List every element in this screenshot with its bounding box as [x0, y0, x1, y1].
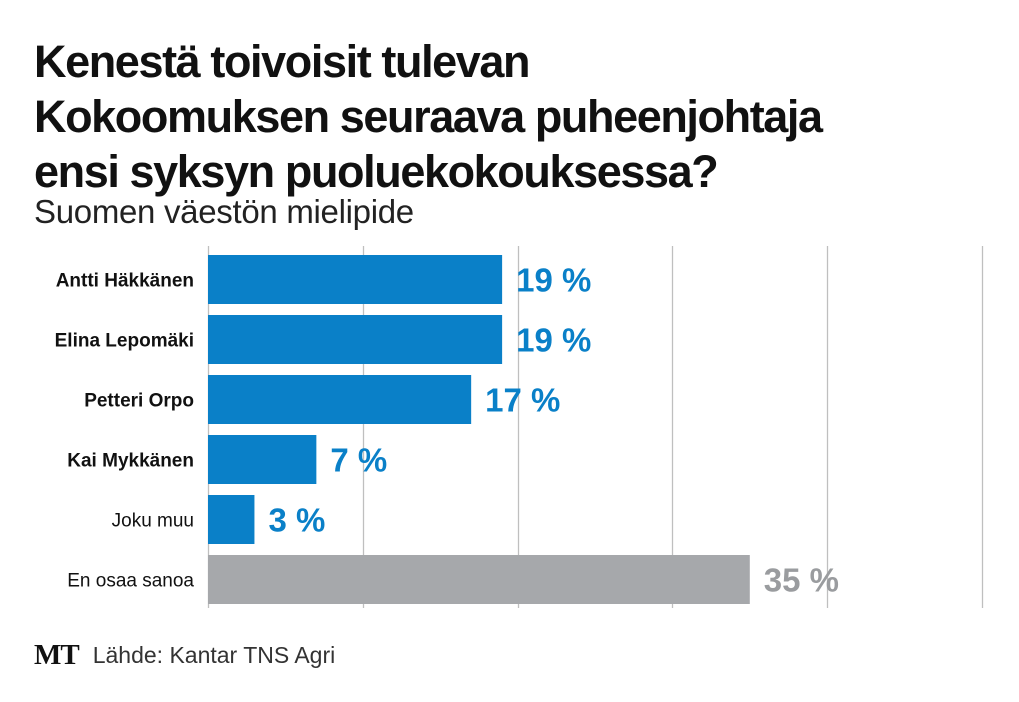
bar-0 — [208, 255, 503, 304]
footer: MT Lähde: Kantar TNS Agri — [34, 637, 335, 673]
title-line-2: Kokoomuksen seuraava puheenjohtaja — [34, 91, 823, 142]
value-label-4: 3 % — [268, 502, 325, 539]
chart-subtitle: Suomen väestön mielipide — [34, 193, 414, 230]
bar-5 — [208, 555, 750, 604]
value-label-0: 19 % — [516, 262, 591, 299]
category-label-0: Antti Häkkänen — [56, 271, 194, 292]
value-label-2: 17 % — [485, 382, 560, 419]
value-label-3: 7 % — [330, 442, 387, 479]
bar-2 — [208, 375, 472, 424]
bar-chart: Antti Häkkänen 19 % Elina Lepomäki 19 % Pett… — [55, 246, 984, 608]
value-label-1: 19 % — [516, 322, 591, 359]
chart-title: Kenestä toivoisit tulevan Kokoomuksen se… — [34, 34, 994, 199]
category-label-2: Petteri Orpo — [84, 391, 194, 412]
source-note: Lähde: Kantar TNS Agri — [92, 641, 336, 668]
bar-1 — [208, 315, 503, 364]
mt-logo: MT — [34, 638, 80, 671]
value-label-5: 35 % — [764, 562, 839, 599]
category-label-1: Elina Lepomäki — [55, 331, 194, 352]
category-label-5: En osaa sanoa — [67, 571, 194, 592]
category-label-3: Kai Mykkänen — [67, 451, 194, 472]
title-line-1: Kenestä toivoisit tulevan — [34, 36, 531, 87]
bar-3 — [208, 435, 317, 484]
bar-4 — [208, 495, 255, 544]
title-line-3: ensi syksyn puoluekokouksessa? — [34, 146, 719, 197]
category-label-4: Joku muu — [112, 511, 194, 532]
